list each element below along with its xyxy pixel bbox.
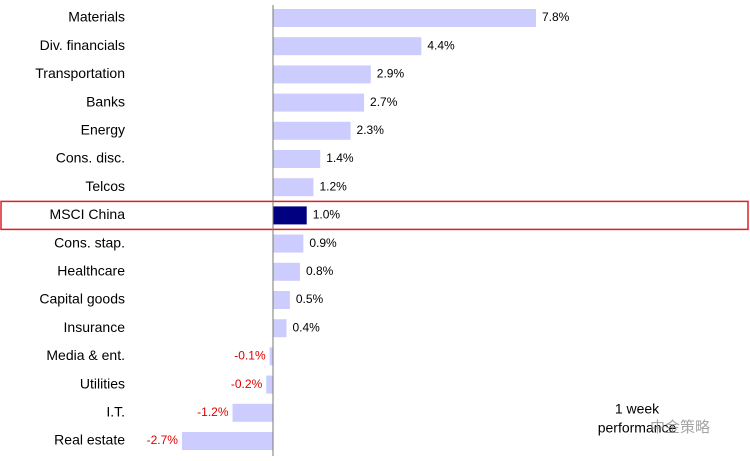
- y-tick-label: Cons. disc.: [56, 150, 125, 166]
- bar: [273, 178, 314, 197]
- bar: [273, 262, 300, 281]
- y-tick-label: Real estate: [54, 432, 125, 448]
- y-tick-label: Telcos: [85, 178, 125, 194]
- bar: [273, 206, 307, 225]
- value-label: 7.8%: [542, 10, 570, 24]
- value-label: 0.5%: [296, 292, 324, 306]
- y-tick-label: Transportation: [35, 65, 125, 81]
- y-tick-label: Utilities: [80, 375, 125, 391]
- annotation: performance: [598, 420, 677, 436]
- value-label: -0.1%: [234, 349, 266, 363]
- y-tick-label: Div. financials: [40, 37, 125, 53]
- bar: [273, 234, 304, 253]
- bar: [273, 93, 365, 112]
- bar: [273, 37, 422, 56]
- value-label: 1.2%: [319, 179, 347, 193]
- value-label: 2.9%: [377, 67, 405, 81]
- value-label: -0.2%: [231, 377, 263, 391]
- annotation: 1 week: [615, 401, 660, 417]
- highlight-box: [0, 200, 749, 231]
- y-tick-label: Energy: [81, 122, 125, 138]
- y-tick-label: I.T.: [106, 404, 125, 420]
- y-tick-label: Healthcare: [57, 263, 125, 279]
- y-tick-label: Materials: [68, 9, 125, 25]
- watermark: 中金策略: [650, 419, 710, 436]
- value-label: 2.7%: [370, 95, 398, 109]
- value-label: 2.3%: [357, 123, 385, 137]
- bar: [269, 347, 273, 366]
- bar: [273, 65, 371, 84]
- bar: [273, 150, 321, 168]
- bar: [181, 432, 273, 450]
- value-label: 0.9%: [309, 236, 337, 250]
- value-label: -1.2%: [197, 405, 229, 419]
- y-tick-label: Media & ent.: [46, 347, 125, 363]
- bar: [273, 291, 290, 309]
- bar: [273, 121, 351, 140]
- bar: [232, 403, 273, 422]
- y-tick-label: Insurance: [64, 319, 126, 335]
- value-label: 1.0%: [313, 208, 341, 222]
- y-tick-label: MSCI China: [50, 206, 126, 222]
- value-label: 4.4%: [427, 38, 455, 52]
- value-label: 0.8%: [306, 264, 334, 278]
- bar: [273, 319, 287, 338]
- value-label: -2.7%: [147, 433, 179, 447]
- value-label: 1.4%: [326, 151, 354, 165]
- bar: [273, 9, 536, 27]
- y-tick-label: Banks: [86, 93, 125, 109]
- bar: [266, 375, 273, 394]
- y-tick-label: Cons. stap.: [54, 234, 125, 250]
- value-label: 0.4%: [292, 320, 320, 334]
- y-tick-label: Capital goods: [39, 291, 125, 307]
